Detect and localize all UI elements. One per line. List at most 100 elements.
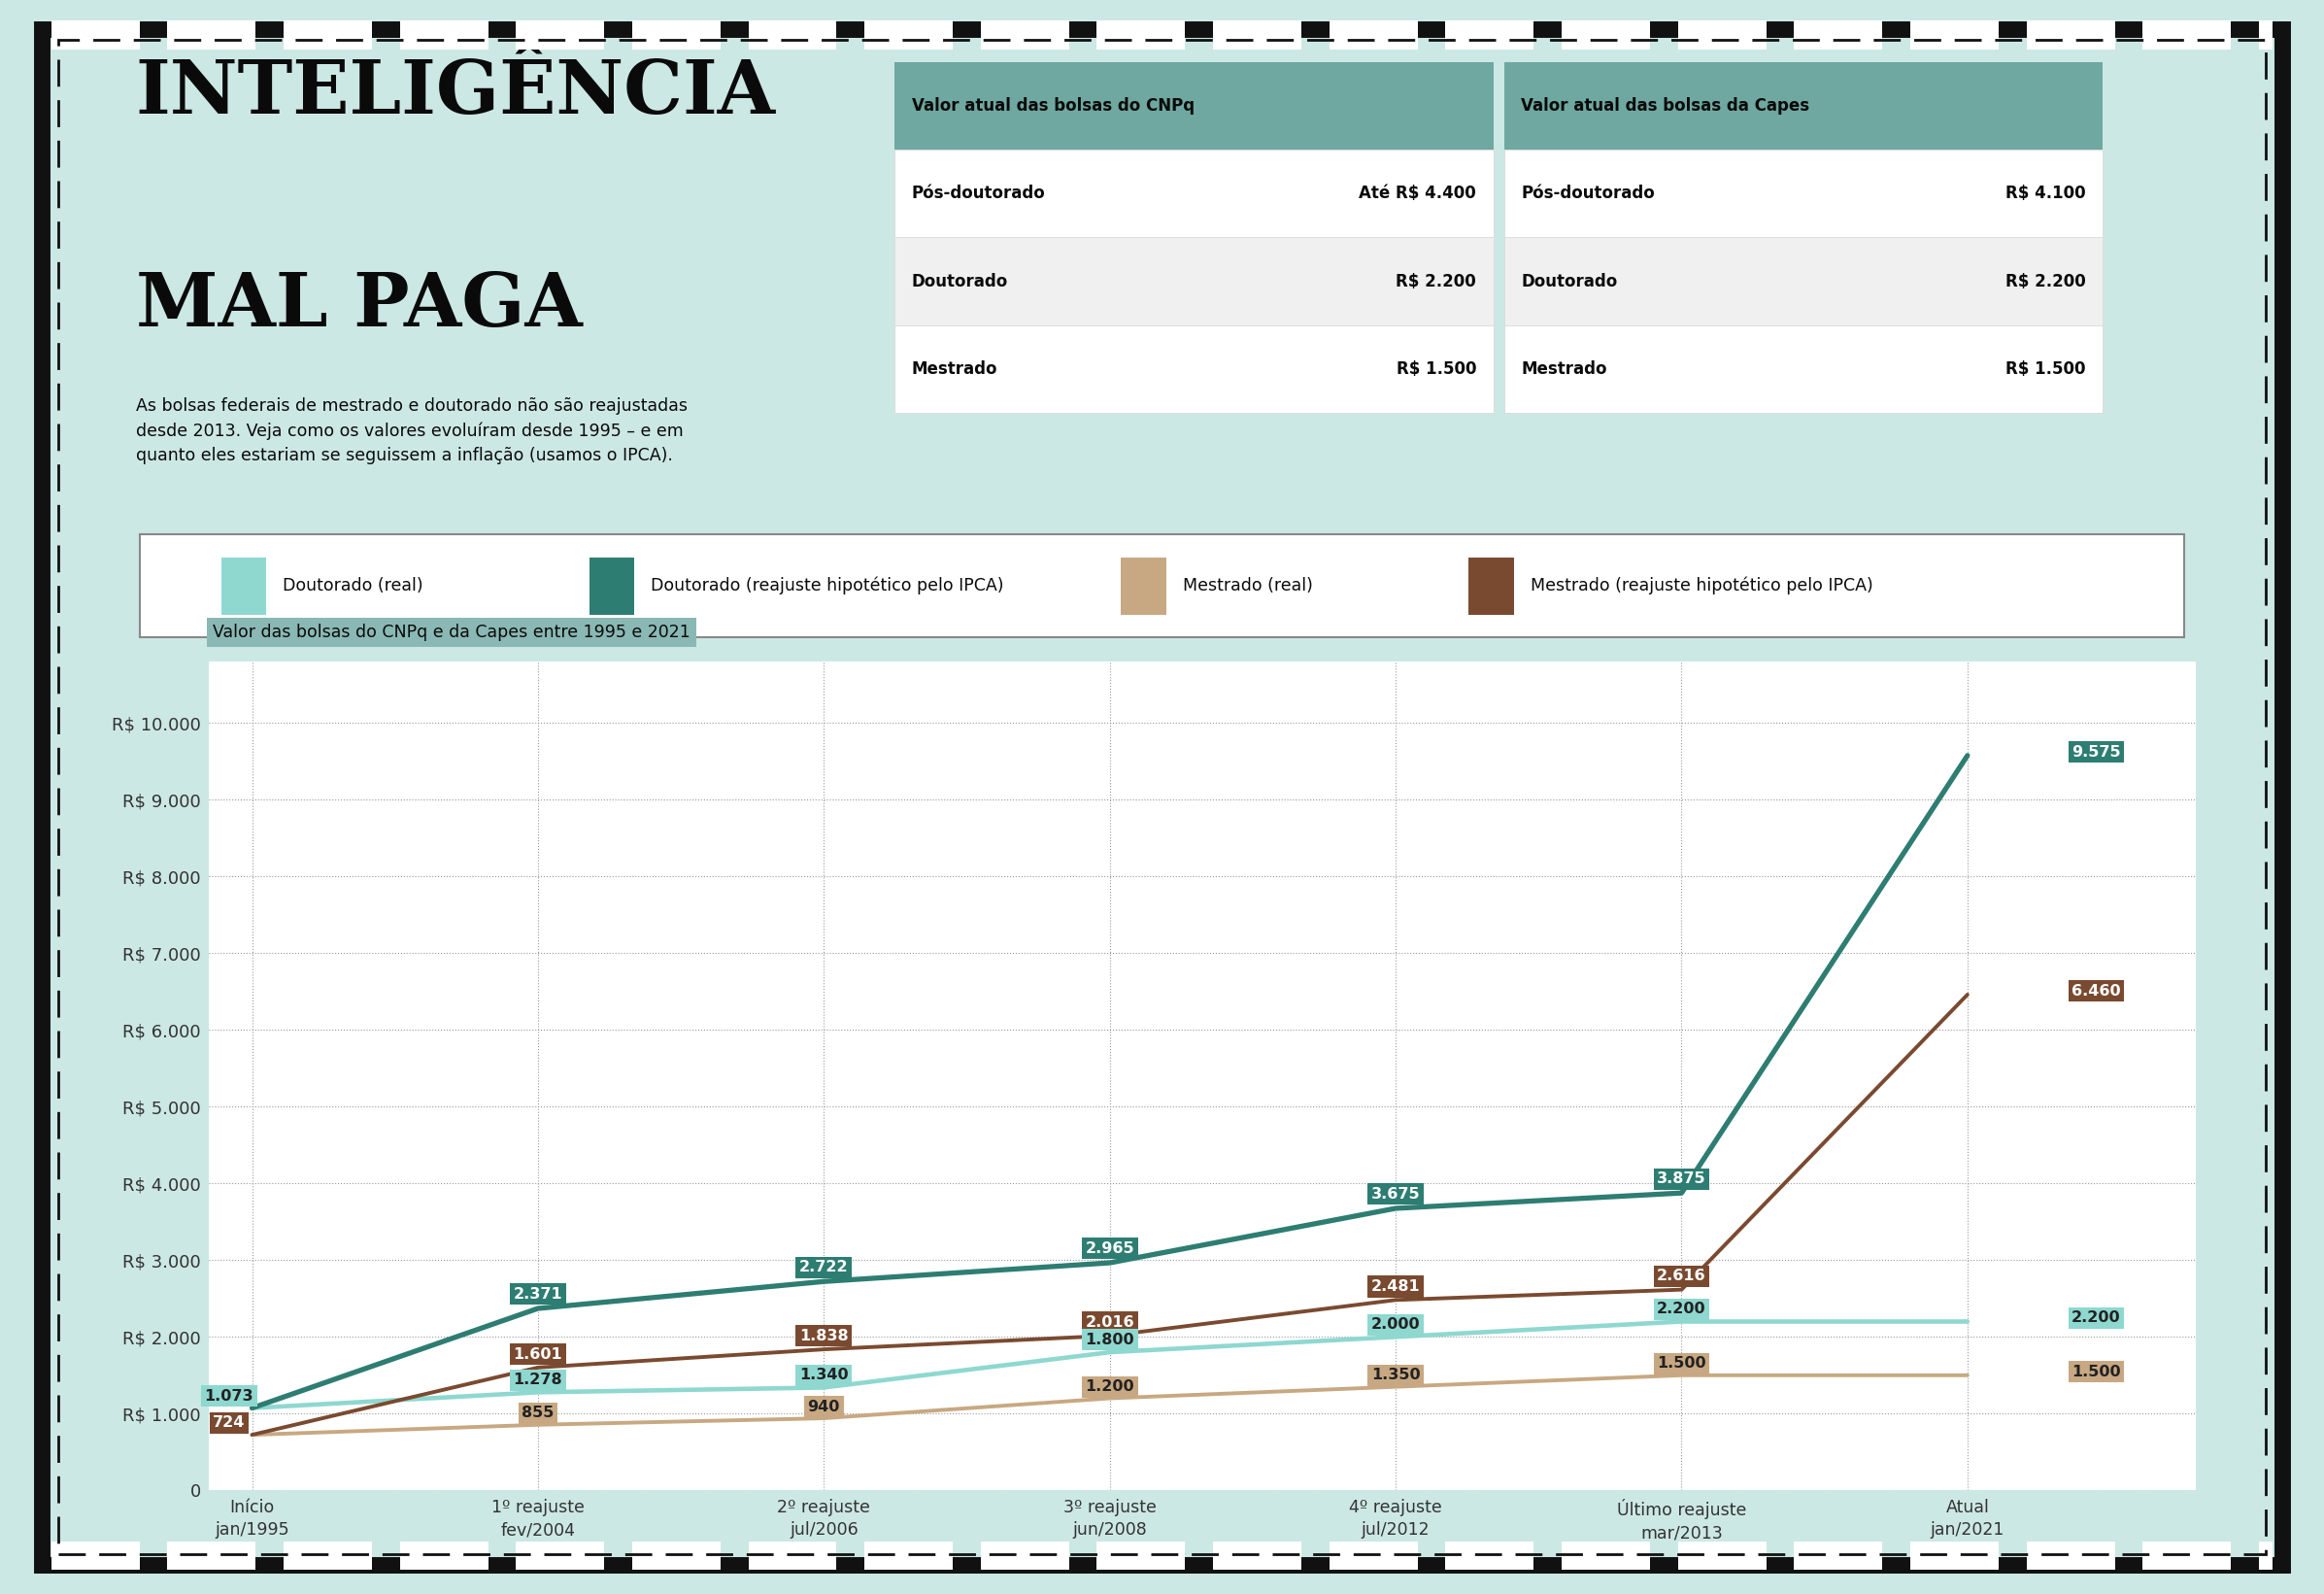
- Text: 2.200: 2.200: [1657, 1302, 1706, 1317]
- Bar: [167, 21, 256, 49]
- Text: 3.875: 3.875: [1657, 1172, 1706, 1186]
- Text: 2.200: 2.200: [2071, 1310, 2122, 1325]
- FancyBboxPatch shape: [895, 150, 1494, 238]
- Text: 1.350: 1.350: [1371, 1368, 1420, 1382]
- Bar: [1097, 21, 1185, 49]
- Text: 2.371: 2.371: [514, 1286, 562, 1302]
- Bar: [1120, 558, 1167, 615]
- Bar: [1678, 21, 1766, 49]
- Text: 855: 855: [523, 1406, 553, 1420]
- Bar: [2259, 21, 2273, 49]
- Text: 724: 724: [214, 1415, 246, 1430]
- Bar: [1469, 558, 1513, 615]
- Text: Doutorado: Doutorado: [1522, 273, 1618, 290]
- Bar: [865, 1541, 953, 1570]
- Bar: [2143, 21, 2231, 49]
- Text: Pós-doutorado: Pós-doutorado: [1522, 185, 1655, 202]
- Bar: [167, 1541, 256, 1570]
- Text: R$ 4.100: R$ 4.100: [2006, 185, 2085, 202]
- Text: R$ 1.500: R$ 1.500: [2006, 360, 2085, 378]
- Text: 3.675: 3.675: [1371, 1188, 1420, 1202]
- Bar: [632, 21, 720, 49]
- Text: 1.838: 1.838: [799, 1329, 848, 1344]
- Text: MAL PAGA: MAL PAGA: [135, 269, 583, 341]
- Bar: [1097, 1541, 1185, 1570]
- Bar: [1678, 1541, 1766, 1570]
- Bar: [981, 21, 1069, 49]
- Bar: [1562, 21, 1650, 49]
- Bar: [516, 21, 604, 49]
- Bar: [51, 21, 139, 49]
- Bar: [516, 1541, 604, 1570]
- Bar: [400, 21, 488, 49]
- Text: 1.340: 1.340: [799, 1368, 848, 1382]
- Text: 2.016: 2.016: [1085, 1315, 1134, 1329]
- Text: INTELIGÊNCIA: INTELIGÊNCIA: [135, 57, 776, 129]
- Text: Valor das bolsas do CNPq e da Capes entre 1995 e 2021: Valor das bolsas do CNPq e da Capes entr…: [214, 623, 690, 641]
- FancyBboxPatch shape: [1504, 62, 2103, 150]
- Bar: [2259, 1541, 2273, 1570]
- Text: R$ 2.200: R$ 2.200: [2006, 273, 2085, 290]
- Text: 2.965: 2.965: [1085, 1242, 1134, 1256]
- Text: 2.722: 2.722: [799, 1259, 848, 1275]
- Bar: [1213, 1541, 1301, 1570]
- Text: Mestrado: Mestrado: [1522, 360, 1608, 378]
- Text: Doutorado (real): Doutorado (real): [284, 577, 423, 595]
- Text: 1.601: 1.601: [514, 1347, 562, 1361]
- Bar: [1794, 21, 1882, 49]
- Bar: [400, 1541, 488, 1570]
- Bar: [1794, 1541, 1882, 1570]
- Bar: [1329, 1541, 1418, 1570]
- Text: Mestrado (reajuste hipotético pelo IPCA): Mestrado (reajuste hipotético pelo IPCA): [1529, 577, 1873, 595]
- Text: 940: 940: [809, 1400, 839, 1414]
- Bar: [221, 558, 267, 615]
- FancyBboxPatch shape: [1504, 150, 2103, 238]
- Text: R$ 2.200: R$ 2.200: [1397, 273, 1476, 290]
- Text: 1.500: 1.500: [2071, 1364, 2122, 1379]
- Text: Até R$ 4.400: Até R$ 4.400: [1360, 185, 1476, 202]
- Bar: [1446, 21, 1534, 49]
- Bar: [1446, 1541, 1534, 1570]
- Bar: [51, 1541, 139, 1570]
- Bar: [632, 1541, 720, 1570]
- Bar: [2143, 1541, 2231, 1570]
- Text: R$ 1.500: R$ 1.500: [1397, 360, 1476, 378]
- Bar: [1329, 21, 1418, 49]
- Text: Doutorado: Doutorado: [911, 273, 1009, 290]
- FancyBboxPatch shape: [895, 325, 1494, 413]
- Bar: [2027, 1541, 2115, 1570]
- Bar: [284, 1541, 372, 1570]
- Bar: [865, 21, 953, 49]
- Bar: [1910, 1541, 1999, 1570]
- Text: 1.500: 1.500: [1657, 1356, 1706, 1371]
- Text: Mestrado (real): Mestrado (real): [1183, 577, 1313, 595]
- Text: Valor atual das bolsas do CNPq: Valor atual das bolsas do CNPq: [911, 97, 1195, 115]
- FancyBboxPatch shape: [895, 62, 1494, 150]
- Text: 2.481: 2.481: [1371, 1280, 1420, 1294]
- Bar: [1213, 21, 1301, 49]
- Text: 1.200: 1.200: [1085, 1379, 1134, 1395]
- Bar: [748, 21, 837, 49]
- Text: 1.073: 1.073: [205, 1388, 253, 1403]
- Bar: [981, 1541, 1069, 1570]
- Text: 6.460: 6.460: [2071, 983, 2122, 998]
- Bar: [2027, 21, 2115, 49]
- Bar: [748, 1541, 837, 1570]
- Text: 2.616: 2.616: [1657, 1269, 1706, 1283]
- Text: Doutorado (reajuste hipotético pelo IPCA): Doutorado (reajuste hipotético pelo IPCA…: [651, 577, 1004, 595]
- Bar: [590, 558, 634, 615]
- Bar: [1910, 21, 1999, 49]
- FancyBboxPatch shape: [1504, 238, 2103, 325]
- FancyBboxPatch shape: [895, 238, 1494, 325]
- Text: 1.278: 1.278: [514, 1372, 562, 1387]
- Text: 9.575: 9.575: [2071, 744, 2122, 759]
- FancyBboxPatch shape: [1504, 325, 2103, 413]
- Bar: [1562, 1541, 1650, 1570]
- Text: Pós-doutorado: Pós-doutorado: [911, 185, 1046, 202]
- Text: Valor atual das bolsas da Capes: Valor atual das bolsas da Capes: [1522, 97, 1810, 115]
- Bar: [284, 21, 372, 49]
- Text: Mestrado: Mestrado: [911, 360, 997, 378]
- Text: 2.000: 2.000: [1371, 1317, 1420, 1333]
- Text: As bolsas federais de mestrado e doutorado não são reajustadas
desde 2013. Veja : As bolsas federais de mestrado e doutora…: [135, 397, 688, 464]
- Text: 1.800: 1.800: [1085, 1333, 1134, 1347]
